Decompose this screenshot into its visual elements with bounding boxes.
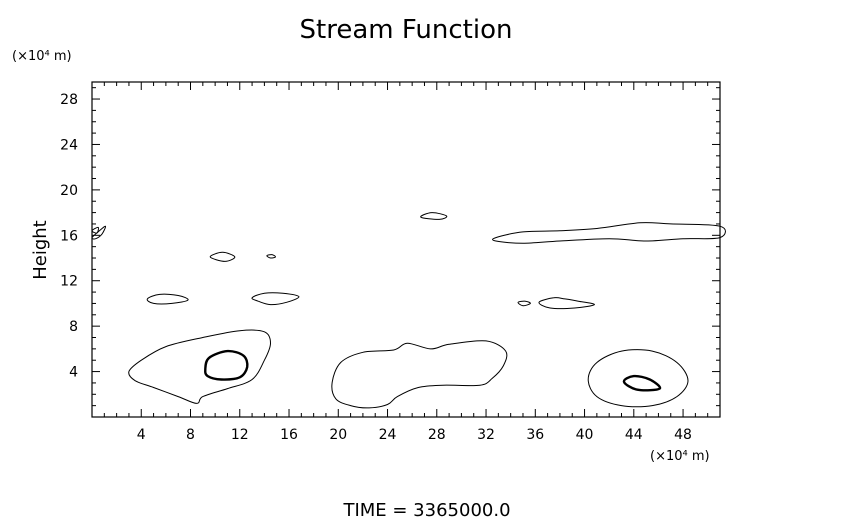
contour-line-3: [587, 349, 689, 408]
contour-line-2: [331, 340, 508, 409]
y-axis-label: Height: [30, 220, 51, 280]
contour-line-4: [622, 374, 662, 392]
x-axis-unit: (×10⁴ m): [650, 449, 710, 464]
time-label: TIME = 3365000.0: [342, 500, 510, 519]
x-tick-label: 12: [231, 427, 249, 443]
contour-line-6: [420, 212, 448, 220]
x-tick-label: 28: [428, 427, 446, 443]
contour-line-12: [538, 297, 595, 310]
y-tick-label: 8: [69, 319, 78, 335]
x-tick-label: 4: [137, 427, 146, 443]
contour-line-0: [128, 329, 271, 404]
x-tick-label: 24: [379, 427, 397, 443]
x-tick-label: 32: [477, 427, 495, 443]
contour-line-8: [251, 292, 300, 306]
contour-line-7: [146, 293, 189, 305]
plot-frame: [91, 81, 721, 418]
axis-ticks: [92, 82, 720, 417]
x-tick-label: 16: [280, 427, 298, 443]
y-tick-label: 12: [60, 274, 78, 290]
x-tick-label: 48: [674, 427, 692, 443]
y-tick-label: 28: [60, 92, 78, 108]
contour-line-11: [517, 300, 531, 307]
x-tick-label: 8: [186, 427, 195, 443]
chart-title: Stream Function: [300, 15, 513, 45]
x-tick-label: 20: [329, 427, 347, 443]
x-tick-label: 36: [526, 427, 544, 443]
contour-line-10: [266, 254, 276, 259]
contour-line-5: [492, 222, 726, 244]
x-tick-label: 44: [625, 427, 643, 443]
x-tick-label: 40: [576, 427, 594, 443]
contour-line-13: [91, 225, 107, 240]
contour-line-14: [91, 226, 99, 234]
y-axis-unit: (×10⁴ m): [12, 49, 72, 64]
y-tick-label: 20: [60, 183, 78, 199]
contour-lines: [91, 212, 726, 409]
contour-line-1: [204, 349, 249, 381]
y-tick-label: 4: [69, 365, 78, 381]
y-tick-label: 16: [60, 228, 78, 244]
contour-line-9: [209, 251, 236, 262]
y-tick-label: 24: [60, 137, 78, 153]
